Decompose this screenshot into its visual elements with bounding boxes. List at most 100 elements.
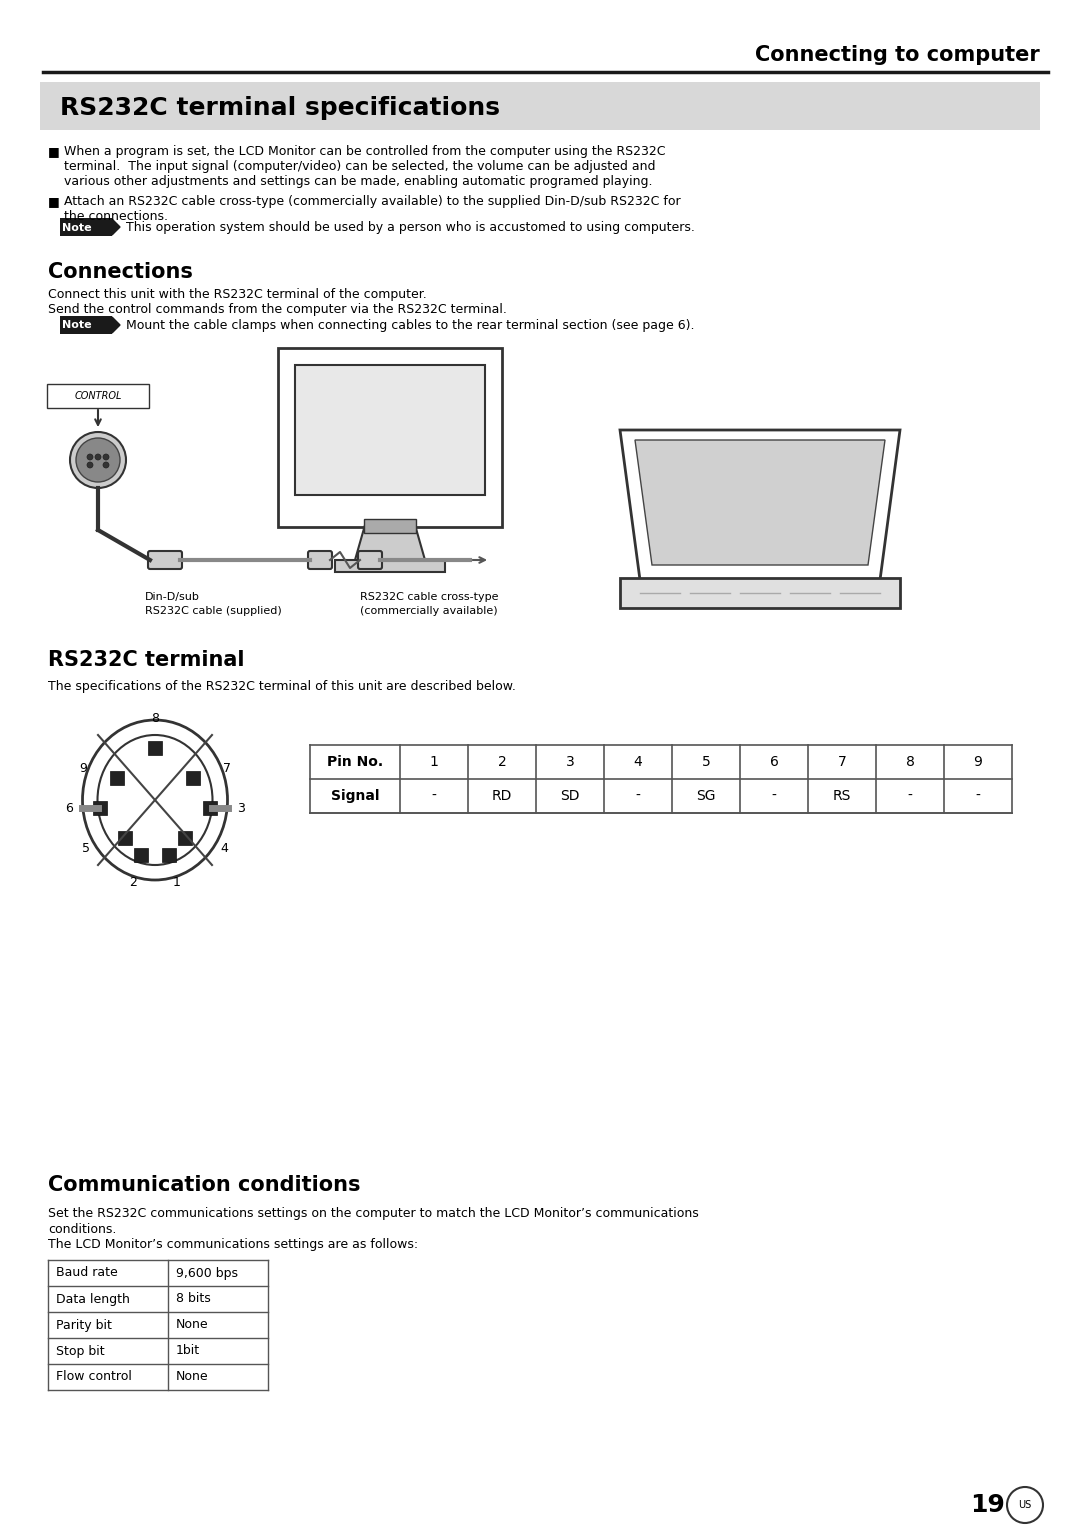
- FancyBboxPatch shape: [278, 348, 502, 527]
- FancyBboxPatch shape: [60, 218, 112, 236]
- Text: SD: SD: [561, 789, 580, 803]
- Text: The LCD Monitor’s communications settings are as follows:: The LCD Monitor’s communications setting…: [48, 1239, 418, 1251]
- Text: RS232C terminal: RS232C terminal: [48, 649, 244, 669]
- Text: Connecting to computer: Connecting to computer: [755, 45, 1040, 64]
- Text: 7: 7: [838, 755, 847, 769]
- Text: 9,600 bps: 9,600 bps: [176, 1266, 238, 1280]
- Polygon shape: [355, 525, 426, 560]
- FancyBboxPatch shape: [134, 847, 148, 863]
- Text: Data length: Data length: [56, 1292, 130, 1305]
- Circle shape: [87, 454, 93, 460]
- Text: Din-D/sub: Din-D/sub: [145, 593, 200, 602]
- Text: Communication conditions: Communication conditions: [48, 1174, 361, 1196]
- Text: 2: 2: [498, 755, 507, 769]
- Text: 19: 19: [970, 1494, 1005, 1517]
- Text: ■: ■: [48, 195, 59, 209]
- Text: -: -: [907, 789, 913, 803]
- Text: -: -: [635, 789, 640, 803]
- Circle shape: [95, 454, 102, 460]
- Text: CONTROL: CONTROL: [75, 391, 122, 401]
- Circle shape: [103, 462, 109, 468]
- Circle shape: [76, 437, 120, 482]
- FancyBboxPatch shape: [60, 316, 112, 335]
- Text: None: None: [176, 1371, 208, 1383]
- Text: 7: 7: [222, 761, 231, 775]
- Text: Mount the cable clamps when connecting cables to the rear terminal section (see : Mount the cable clamps when connecting c…: [126, 318, 694, 332]
- Circle shape: [87, 462, 93, 468]
- Text: RS232C terminal specifications: RS232C terminal specifications: [60, 97, 500, 120]
- FancyBboxPatch shape: [335, 560, 445, 573]
- FancyBboxPatch shape: [620, 579, 900, 608]
- Text: US: US: [1018, 1500, 1031, 1510]
- Text: 2: 2: [130, 875, 137, 889]
- Polygon shape: [112, 220, 120, 235]
- Text: When a program is set, the LCD Monitor can be controlled from the computer using: When a program is set, the LCD Monitor c…: [64, 144, 665, 187]
- Text: This operation system should be used by a person who is accustomed to using comp: This operation system should be used by …: [126, 221, 694, 235]
- Text: 9: 9: [973, 755, 983, 769]
- Polygon shape: [620, 430, 900, 580]
- FancyBboxPatch shape: [364, 519, 416, 533]
- Polygon shape: [112, 318, 120, 333]
- FancyBboxPatch shape: [203, 801, 217, 815]
- Text: 6: 6: [65, 801, 73, 815]
- FancyBboxPatch shape: [148, 551, 183, 569]
- Text: RD: RD: [491, 789, 512, 803]
- Ellipse shape: [97, 735, 213, 866]
- Text: (commercially available): (commercially available): [360, 606, 498, 616]
- Text: -: -: [432, 789, 436, 803]
- Text: 4: 4: [220, 841, 228, 855]
- Text: Set the RS232C communications settings on the computer to match the LCD Monitor’: Set the RS232C communications settings o…: [48, 1207, 699, 1220]
- Text: 5: 5: [82, 841, 90, 855]
- Text: Signal: Signal: [330, 789, 379, 803]
- Text: RS232C cable (supplied): RS232C cable (supplied): [145, 606, 282, 616]
- Text: Connections: Connections: [48, 262, 193, 282]
- Text: 1bit: 1bit: [176, 1345, 200, 1357]
- FancyBboxPatch shape: [162, 847, 176, 863]
- Circle shape: [70, 431, 126, 488]
- Text: Attach an RS232C cable cross-type (commercially available) to the supplied Din-D: Attach an RS232C cable cross-type (comme…: [64, 195, 680, 223]
- Text: 3: 3: [237, 801, 245, 815]
- Circle shape: [1007, 1487, 1043, 1523]
- Text: Pin No.: Pin No.: [327, 755, 383, 769]
- Text: 5: 5: [702, 755, 711, 769]
- Text: conditions.: conditions.: [48, 1223, 117, 1236]
- Text: 9: 9: [79, 761, 87, 775]
- FancyBboxPatch shape: [295, 365, 485, 494]
- Text: The specifications of the RS232C terminal of this unit are described below.: The specifications of the RS232C termina…: [48, 680, 516, 692]
- Text: -: -: [975, 789, 981, 803]
- Text: 8: 8: [151, 712, 159, 725]
- FancyBboxPatch shape: [110, 771, 124, 784]
- Text: 6: 6: [770, 755, 779, 769]
- Text: 1: 1: [430, 755, 438, 769]
- FancyBboxPatch shape: [186, 771, 200, 784]
- Text: None: None: [176, 1319, 208, 1331]
- Text: 3: 3: [566, 755, 575, 769]
- Text: Note: Note: [62, 319, 92, 330]
- Polygon shape: [635, 441, 885, 565]
- Text: -: -: [771, 789, 777, 803]
- FancyBboxPatch shape: [48, 384, 149, 408]
- Text: 8: 8: [905, 755, 915, 769]
- Text: RS232C cable cross-type: RS232C cable cross-type: [360, 593, 499, 602]
- Text: 8 bits: 8 bits: [176, 1292, 211, 1305]
- FancyBboxPatch shape: [308, 551, 332, 569]
- FancyBboxPatch shape: [148, 741, 162, 755]
- Text: Connect this unit with the RS232C terminal of the computer.: Connect this unit with the RS232C termin…: [48, 289, 427, 301]
- Text: Baud rate: Baud rate: [56, 1266, 118, 1280]
- FancyBboxPatch shape: [93, 801, 107, 815]
- Text: Send the control commands from the computer via the RS232C terminal.: Send the control commands from the compu…: [48, 302, 507, 316]
- FancyBboxPatch shape: [40, 81, 1040, 130]
- FancyBboxPatch shape: [118, 830, 132, 844]
- Text: 4: 4: [634, 755, 643, 769]
- Text: SG: SG: [697, 789, 716, 803]
- Text: Stop bit: Stop bit: [56, 1345, 105, 1357]
- Circle shape: [103, 454, 109, 460]
- Ellipse shape: [82, 720, 228, 880]
- Text: RS: RS: [833, 789, 851, 803]
- FancyBboxPatch shape: [357, 551, 382, 569]
- Text: ■: ■: [48, 144, 59, 158]
- FancyBboxPatch shape: [178, 830, 192, 844]
- Text: 1: 1: [173, 875, 181, 889]
- Text: Parity bit: Parity bit: [56, 1319, 112, 1331]
- Text: Note: Note: [62, 223, 92, 233]
